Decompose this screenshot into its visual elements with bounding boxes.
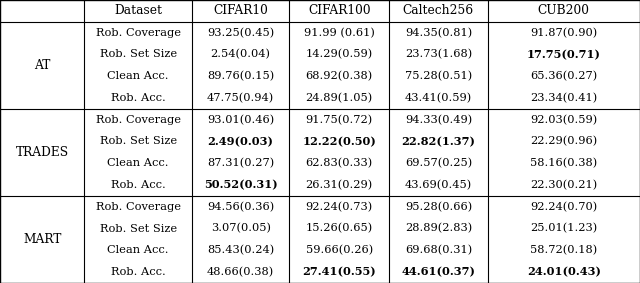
Text: Rob. Coverage: Rob. Coverage <box>96 28 180 38</box>
Text: Rob. Acc.: Rob. Acc. <box>111 267 166 277</box>
Text: 2.49(0.03): 2.49(0.03) <box>207 136 274 147</box>
Text: 91.87(0.90): 91.87(0.90) <box>530 27 598 38</box>
Text: Rob. Acc.: Rob. Acc. <box>111 93 166 103</box>
Text: Clean Acc.: Clean Acc. <box>108 158 169 168</box>
Text: 47.75(0.94): 47.75(0.94) <box>207 93 275 103</box>
Text: 92.24(0.70): 92.24(0.70) <box>530 202 598 212</box>
Text: 94.33(0.49): 94.33(0.49) <box>404 115 472 125</box>
Text: 58.72(0.18): 58.72(0.18) <box>530 245 598 256</box>
Text: TRADES: TRADES <box>15 146 69 159</box>
Text: Rob. Coverage: Rob. Coverage <box>96 202 180 212</box>
Text: 50.52(0.31): 50.52(0.31) <box>204 179 278 190</box>
Text: 85.43(0.24): 85.43(0.24) <box>207 245 275 256</box>
Text: AT: AT <box>34 59 51 72</box>
Text: Rob. Set Size: Rob. Set Size <box>100 136 177 147</box>
Text: 17.75(0.71): 17.75(0.71) <box>527 49 601 60</box>
Text: 94.35(0.81): 94.35(0.81) <box>404 27 472 38</box>
Text: MART: MART <box>23 233 61 246</box>
Text: 68.92(0.38): 68.92(0.38) <box>305 71 373 81</box>
Text: 27.41(0.55): 27.41(0.55) <box>302 267 376 278</box>
Text: 23.34(0.41): 23.34(0.41) <box>530 93 598 103</box>
Text: CIFAR100: CIFAR100 <box>308 4 371 17</box>
Text: 12.22(0.50): 12.22(0.50) <box>302 136 376 147</box>
Text: 24.01(0.43): 24.01(0.43) <box>527 267 601 278</box>
Text: 14.29(0.59): 14.29(0.59) <box>305 49 373 60</box>
Text: 22.29(0.96): 22.29(0.96) <box>530 136 598 147</box>
Text: 62.83(0.33): 62.83(0.33) <box>305 158 373 168</box>
Text: 2.54(0.04): 2.54(0.04) <box>211 49 271 60</box>
Text: 92.24(0.73): 92.24(0.73) <box>305 202 373 212</box>
Text: CUB200: CUB200 <box>538 4 590 17</box>
Text: 44.61(0.37): 44.61(0.37) <box>401 267 476 278</box>
Text: Rob. Set Size: Rob. Set Size <box>100 50 177 59</box>
Text: 43.69(0.45): 43.69(0.45) <box>404 180 472 190</box>
Text: 91.75(0.72): 91.75(0.72) <box>305 115 373 125</box>
Text: 23.73(1.68): 23.73(1.68) <box>404 49 472 60</box>
Text: 28.89(2.83): 28.89(2.83) <box>404 223 472 234</box>
Text: 65.36(0.27): 65.36(0.27) <box>530 71 598 81</box>
Text: 92.03(0.59): 92.03(0.59) <box>530 115 598 125</box>
Text: 94.56(0.36): 94.56(0.36) <box>207 202 275 212</box>
Text: 25.01(1.23): 25.01(1.23) <box>530 223 598 234</box>
Text: 15.26(0.65): 15.26(0.65) <box>305 223 373 234</box>
Text: 59.66(0.26): 59.66(0.26) <box>305 245 373 256</box>
Text: 89.76(0.15): 89.76(0.15) <box>207 71 275 81</box>
Text: 87.31(0.27): 87.31(0.27) <box>207 158 275 168</box>
Text: 91.99 (0.61): 91.99 (0.61) <box>304 27 374 38</box>
Text: 75.28(0.51): 75.28(0.51) <box>404 71 472 81</box>
Text: 22.30(0.21): 22.30(0.21) <box>530 180 598 190</box>
Text: 48.66(0.38): 48.66(0.38) <box>207 267 275 277</box>
Text: Caltech256: Caltech256 <box>403 4 474 17</box>
Text: Dataset: Dataset <box>115 4 163 17</box>
Text: 95.28(0.66): 95.28(0.66) <box>404 202 472 212</box>
Text: Rob. Set Size: Rob. Set Size <box>100 224 177 233</box>
Text: Rob. Coverage: Rob. Coverage <box>96 115 180 125</box>
Text: 69.68(0.31): 69.68(0.31) <box>404 245 472 256</box>
Text: Clean Acc.: Clean Acc. <box>108 71 169 81</box>
Text: Rob. Acc.: Rob. Acc. <box>111 180 166 190</box>
Text: 24.89(1.05): 24.89(1.05) <box>305 93 373 103</box>
Text: 93.01(0.46): 93.01(0.46) <box>207 115 275 125</box>
Text: 58.16(0.38): 58.16(0.38) <box>530 158 598 168</box>
Text: Clean Acc.: Clean Acc. <box>108 245 169 255</box>
Text: CIFAR10: CIFAR10 <box>213 4 268 17</box>
Text: 3.07(0.05): 3.07(0.05) <box>211 223 271 234</box>
Text: 93.25(0.45): 93.25(0.45) <box>207 27 275 38</box>
Text: 69.57(0.25): 69.57(0.25) <box>404 158 472 168</box>
Text: 43.41(0.59): 43.41(0.59) <box>404 93 472 103</box>
Text: 22.82(1.37): 22.82(1.37) <box>401 136 476 147</box>
Text: 26.31(0.29): 26.31(0.29) <box>305 180 373 190</box>
